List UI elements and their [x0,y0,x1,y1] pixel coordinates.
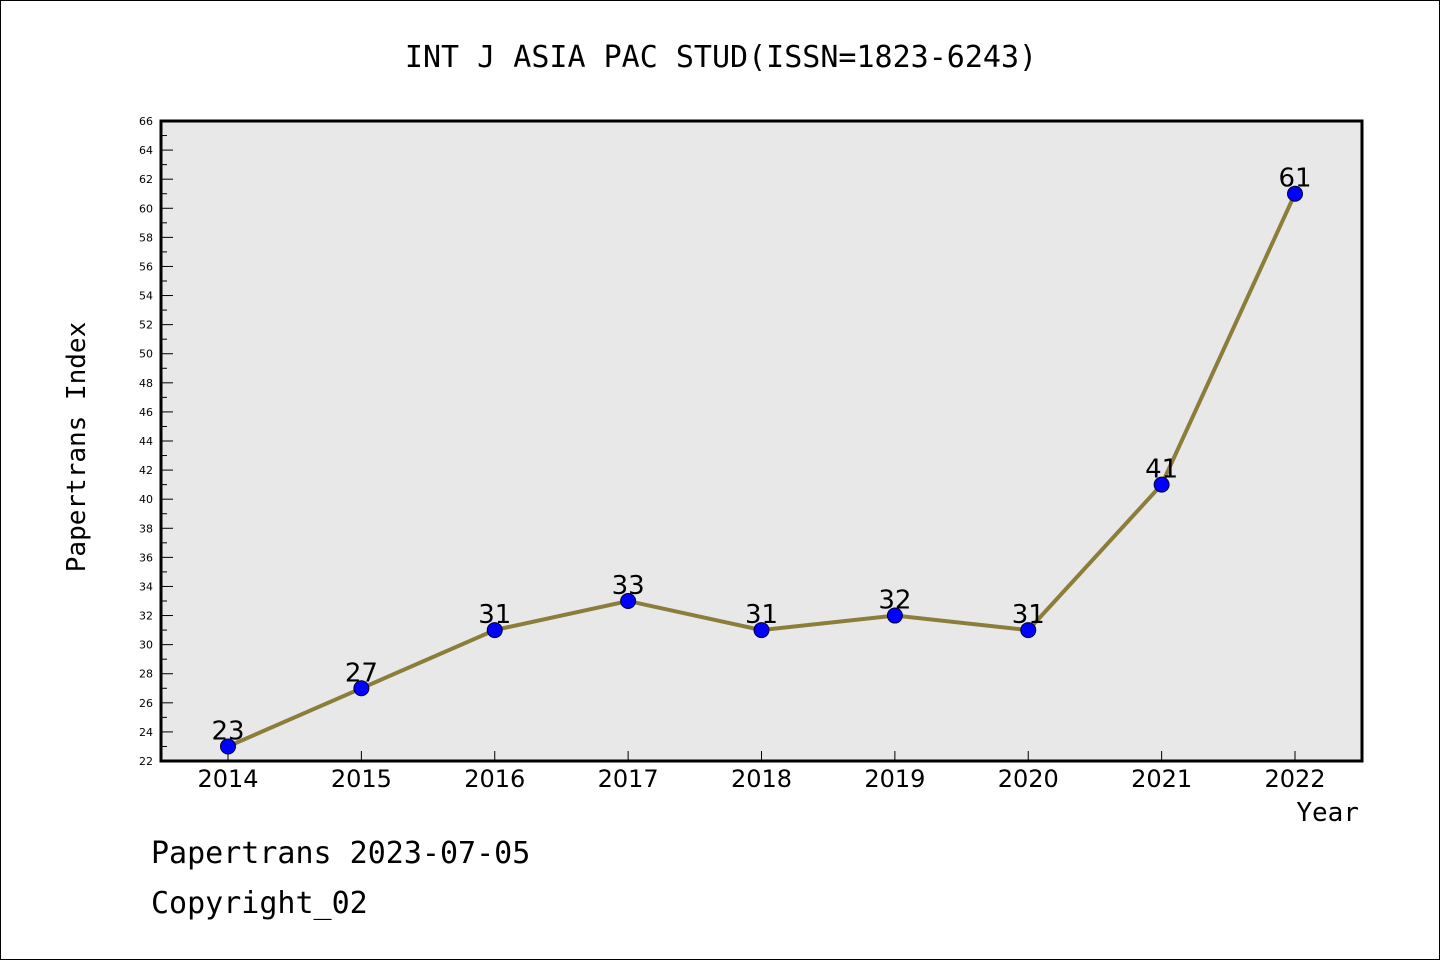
data-label: 31 [745,600,778,630]
y-tick-label: 64 [139,144,153,157]
y-tick-label: 42 [139,464,153,477]
footer-copyright: Copyright_02 [151,886,368,921]
y-tick-label: 40 [139,493,153,506]
x-tick-label: 2015 [331,765,392,793]
y-tick-label: 56 [139,260,153,273]
data-point [220,738,236,755]
y-tick-label: 26 [139,697,153,710]
y-tick-label: 38 [139,522,153,535]
x-tick-label: 2019 [864,765,925,793]
y-tick-label: 32 [139,610,153,623]
y-tick-label: 62 [139,173,153,186]
y-tick-label: 66 [139,115,153,128]
data-label: 27 [345,658,378,688]
data-labels: 23 27 31 33 31 32 31 41 61 [211,164,1311,747]
x-tick-label: 2017 [598,765,659,793]
x-tick-label: 2016 [464,765,525,793]
y-tick-label: 54 [139,290,153,303]
y-tick-label: 50 [139,348,153,361]
data-label: 31 [478,600,511,630]
data-markers [220,185,1303,755]
chart-title: INT J ASIA PAC STUD(ISSN=1823-6243) [405,40,1037,75]
y-tick-label: 52 [139,319,153,332]
data-point [353,680,370,697]
data-point [1287,185,1303,202]
data-point [620,593,637,609]
data-point [1153,476,1170,493]
footer-date: Papertrans 2023-07-05 [151,836,531,871]
data-point [886,607,903,624]
x-tick-label: 2021 [1131,765,1192,793]
y-axis: 22 24 26 28 30 32 34 36 38 40 42 44 46 48 50 52 54 56 58 60… [139,115,173,768]
data-label: 32 [878,586,911,616]
data-label: 61 [1278,164,1311,194]
plot-area [159,119,1364,763]
x-tick-label: 2022 [1264,765,1325,793]
x-tick-label: 2018 [731,765,792,793]
data-point [486,622,503,639]
y-tick-label: 48 [139,377,153,390]
x-axis: 2014 2015 2016 2017 2018 2019 2020 2021 2022 [197,751,1326,793]
data-label: 33 [612,571,645,601]
y-tick-label: 44 [139,435,153,448]
data-label: 41 [1145,455,1178,485]
x-axis-label: Year [1296,798,1359,828]
data-label: 23 [211,716,244,746]
x-tick-label: 2020 [998,765,1059,793]
y-tick-label: 28 [139,668,153,681]
x-tick-label: 2014 [197,765,258,793]
data-point [753,622,770,639]
y-tick-label: 22 [139,755,153,768]
data-label: 31 [1012,600,1045,630]
y-tick-label: 24 [139,726,153,739]
y-tick-label: 30 [139,639,153,652]
y-axis-label: Papertrans Index [62,322,92,572]
data-point [1020,622,1037,639]
y-tick-label: 60 [139,202,153,215]
y-tick-label: 36 [139,551,153,564]
y-tick-label: 58 [139,231,153,244]
y-tick-label: 34 [139,580,153,593]
y-tick-label: 46 [139,406,153,419]
